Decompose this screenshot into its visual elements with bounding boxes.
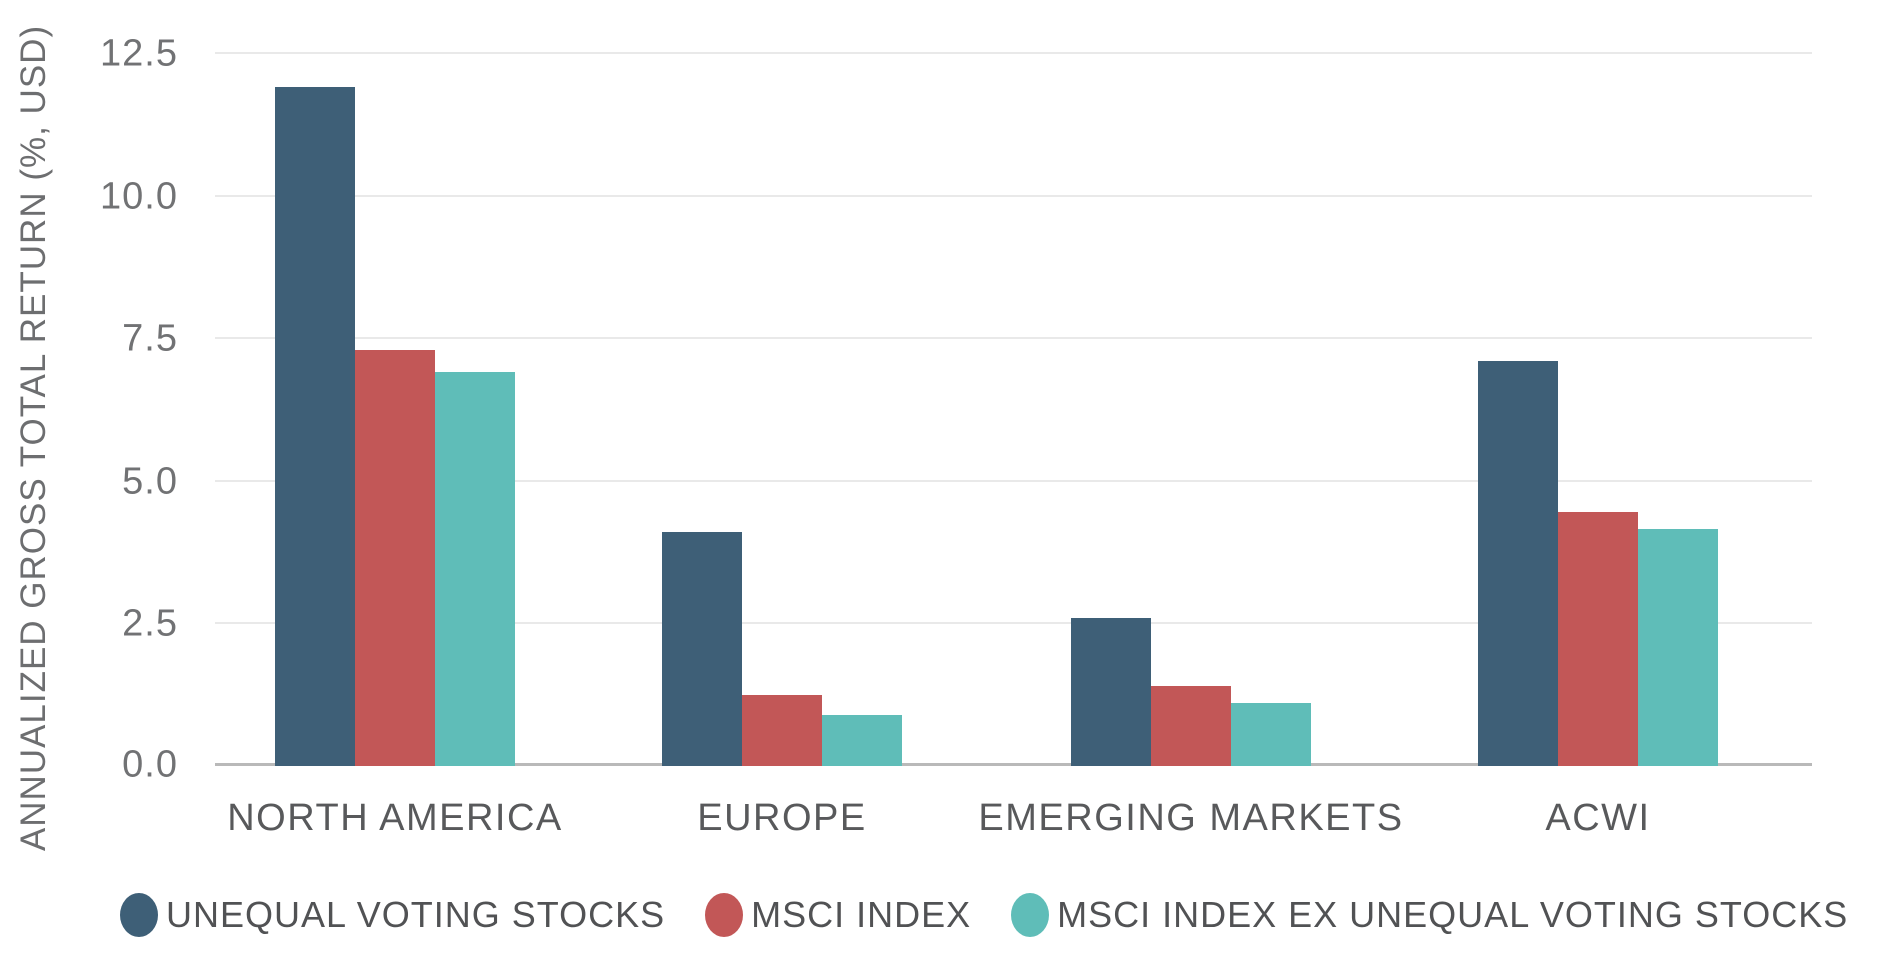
gridline: 2.5 bbox=[122, 603, 1812, 645]
bar bbox=[822, 715, 902, 766]
y-tick-label: 0.0 bbox=[122, 743, 178, 786]
gridline: 5.0 bbox=[122, 460, 1812, 502]
bar-group bbox=[1478, 361, 1718, 766]
bar bbox=[662, 532, 742, 766]
legend-label: MSCI INDEX bbox=[751, 894, 972, 935]
legend-swatch-icon bbox=[1011, 893, 1050, 937]
x-axis-line: 0.0 bbox=[122, 744, 1812, 786]
bar bbox=[435, 372, 515, 766]
y-axis-title: ANNUALIZED GROSS TOTAL RETURN (%, USD) bbox=[14, 24, 53, 852]
plot-area: 0.0 2.5 5.0 7.5 10.0 12.5 bbox=[100, 33, 1812, 786]
y-tick-label: 5.0 bbox=[122, 460, 178, 503]
y-tick-label: 2.5 bbox=[122, 602, 178, 645]
y-tick-label: 7.5 bbox=[122, 317, 178, 360]
gridline: 10.0 bbox=[100, 175, 1812, 217]
y-tick-label: 12.5 bbox=[100, 32, 178, 75]
bar bbox=[1231, 703, 1311, 766]
x-category-label: EUROPE bbox=[697, 797, 867, 839]
legend-label: UNEQUAL VOTING STOCKS bbox=[166, 894, 666, 935]
bar-group bbox=[1071, 618, 1311, 766]
bar-group bbox=[275, 87, 515, 766]
bar-group bbox=[662, 532, 902, 766]
bar bbox=[355, 350, 435, 766]
legend: UNEQUAL VOTING STOCKS MSCI INDEX MSCI INDE… bbox=[120, 893, 1848, 937]
bar bbox=[275, 87, 355, 766]
bar bbox=[742, 695, 822, 766]
bar bbox=[1478, 361, 1558, 766]
y-tick-label: 10.0 bbox=[100, 175, 178, 218]
x-category-label: ACWI bbox=[1545, 797, 1651, 839]
bar bbox=[1558, 512, 1638, 766]
gridline: 12.5 bbox=[100, 33, 1812, 75]
bar bbox=[1151, 686, 1231, 766]
bar bbox=[1638, 529, 1718, 766]
legend-item: UNEQUAL VOTING STOCKS bbox=[120, 893, 665, 937]
legend-item: MSCI INDEX EX UNEQUAL VOTING STOCKS bbox=[1011, 893, 1848, 937]
legend-swatch-icon bbox=[120, 893, 158, 937]
legend-item: MSCI INDEX bbox=[705, 893, 971, 937]
legend-label: MSCI INDEX EX UNEQUAL VOTING STOCKS bbox=[1057, 894, 1849, 935]
x-category-label: NORTH AMERICA bbox=[227, 797, 563, 839]
legend-swatch-icon bbox=[705, 893, 744, 937]
x-category-label: EMERGING MARKETS bbox=[978, 797, 1404, 839]
bar bbox=[1071, 618, 1151, 766]
gridline: 7.5 bbox=[122, 318, 1812, 360]
